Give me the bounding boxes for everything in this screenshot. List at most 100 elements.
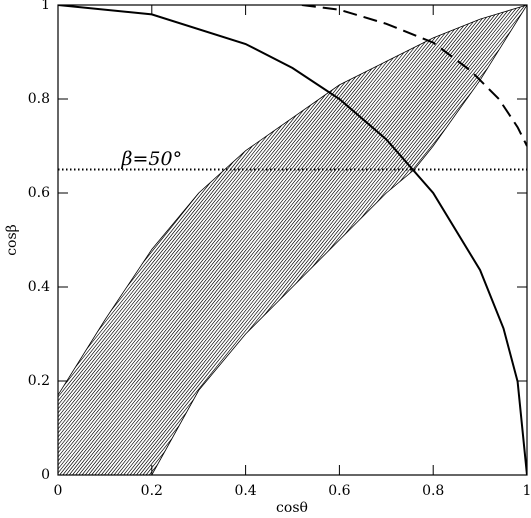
hatch-line (225, 5, 527, 475)
hatch-line (58, 5, 417, 475)
hatch-line (58, 5, 372, 475)
hatch-line (222, 5, 527, 475)
hatch-line (104, 5, 481, 475)
hatch-line (91, 5, 468, 475)
hatch-line (58, 5, 347, 475)
hatch-line (58, 5, 305, 475)
y-tick-label: 1 (41, 0, 50, 13)
hatch-line (59, 5, 436, 475)
hatch-line (58, 5, 299, 475)
hatch-line (58, 5, 283, 475)
hatch-line (478, 5, 527, 475)
hatch-line (58, 5, 155, 475)
hatch-line (58, 5, 193, 475)
hatch-line (81, 5, 459, 475)
hatch-line (58, 5, 164, 475)
hatch-line (58, 5, 184, 475)
hatch-line (58, 5, 340, 475)
hatch-line (58, 5, 363, 475)
hatch-line (100, 5, 478, 475)
hatch-line (241, 5, 527, 475)
hatch-line (72, 5, 449, 475)
hatch-line (350, 5, 527, 475)
hatch-line (366, 5, 527, 475)
hatch-line (296, 5, 527, 475)
hatch-line (58, 5, 216, 475)
hatch-line (395, 5, 527, 475)
hatch-line (58, 5, 267, 475)
hatch-line (206, 5, 527, 475)
hatch-line (430, 5, 527, 475)
hatch-line (436, 5, 527, 475)
hatch-line (58, 5, 264, 475)
hatch-line (484, 5, 527, 475)
hatch-line (244, 5, 527, 475)
y-tick-label: 0.8 (28, 91, 50, 107)
hatch-line (58, 5, 241, 475)
hatch-line (267, 5, 527, 475)
hatch-line (372, 5, 527, 475)
hatch-line (488, 5, 527, 475)
hatch-line (58, 5, 200, 475)
y-tick-label: 0 (41, 467, 50, 483)
hatch-line (126, 5, 504, 475)
hatch-line (369, 5, 527, 475)
hatch-line (58, 5, 344, 475)
hatch (58, 5, 527, 475)
hatch-line (58, 5, 260, 475)
hatch-line (58, 5, 142, 475)
hatch-line (401, 5, 527, 475)
hatch-line (58, 5, 376, 475)
hatch-line (324, 5, 527, 475)
hatch-line (58, 5, 257, 475)
hatch-line (58, 5, 398, 475)
x-tick-label: 1 (523, 483, 531, 499)
hatch-line (440, 5, 527, 475)
x-axis-label: cosθ (276, 500, 308, 516)
hatch-line (58, 5, 430, 475)
hatch-line (58, 5, 404, 475)
hatch-line (411, 5, 527, 475)
hatch-line (491, 5, 527, 475)
hatch-line (58, 5, 420, 475)
hatch-line (475, 5, 527, 475)
hatch-line (88, 5, 465, 475)
hatch-line (356, 5, 527, 475)
hatch-line (58, 5, 177, 475)
hatch-line (129, 5, 507, 475)
hatch-line (58, 5, 427, 475)
hatch-line (58, 5, 321, 475)
hatch-line (187, 5, 527, 475)
hatch-line (289, 5, 527, 475)
hatch-line (58, 5, 369, 475)
hatch-line (58, 5, 244, 475)
hatch-line (58, 5, 308, 475)
hatch-line (58, 5, 158, 475)
hatch-line (347, 5, 527, 475)
hatch-line (58, 5, 286, 475)
hatch-line (94, 5, 472, 475)
hatch-line (113, 5, 491, 475)
hatch-line (58, 5, 139, 475)
hatch-line (62, 5, 440, 475)
hatch-line (398, 5, 527, 475)
plot-frame (57, 4, 528, 476)
hatch-line (58, 5, 424, 475)
hatch-line (58, 5, 408, 475)
hatch-line (58, 5, 331, 475)
hatch-line (251, 5, 527, 475)
hatch-line (318, 5, 527, 475)
hatch-line (58, 5, 203, 475)
hatch-line (58, 5, 222, 475)
hatch-line (58, 5, 219, 475)
hatch-line (513, 5, 527, 475)
hatch-line (520, 5, 527, 475)
x-tick-label: 0.8 (422, 483, 444, 499)
hatch-line (190, 5, 527, 475)
hatch-line (58, 5, 366, 475)
hatch-line (84, 5, 462, 475)
hatch-line (283, 5, 527, 475)
hatch-line (58, 5, 328, 475)
hatch-line (58, 5, 238, 475)
hatch-line (58, 5, 433, 475)
